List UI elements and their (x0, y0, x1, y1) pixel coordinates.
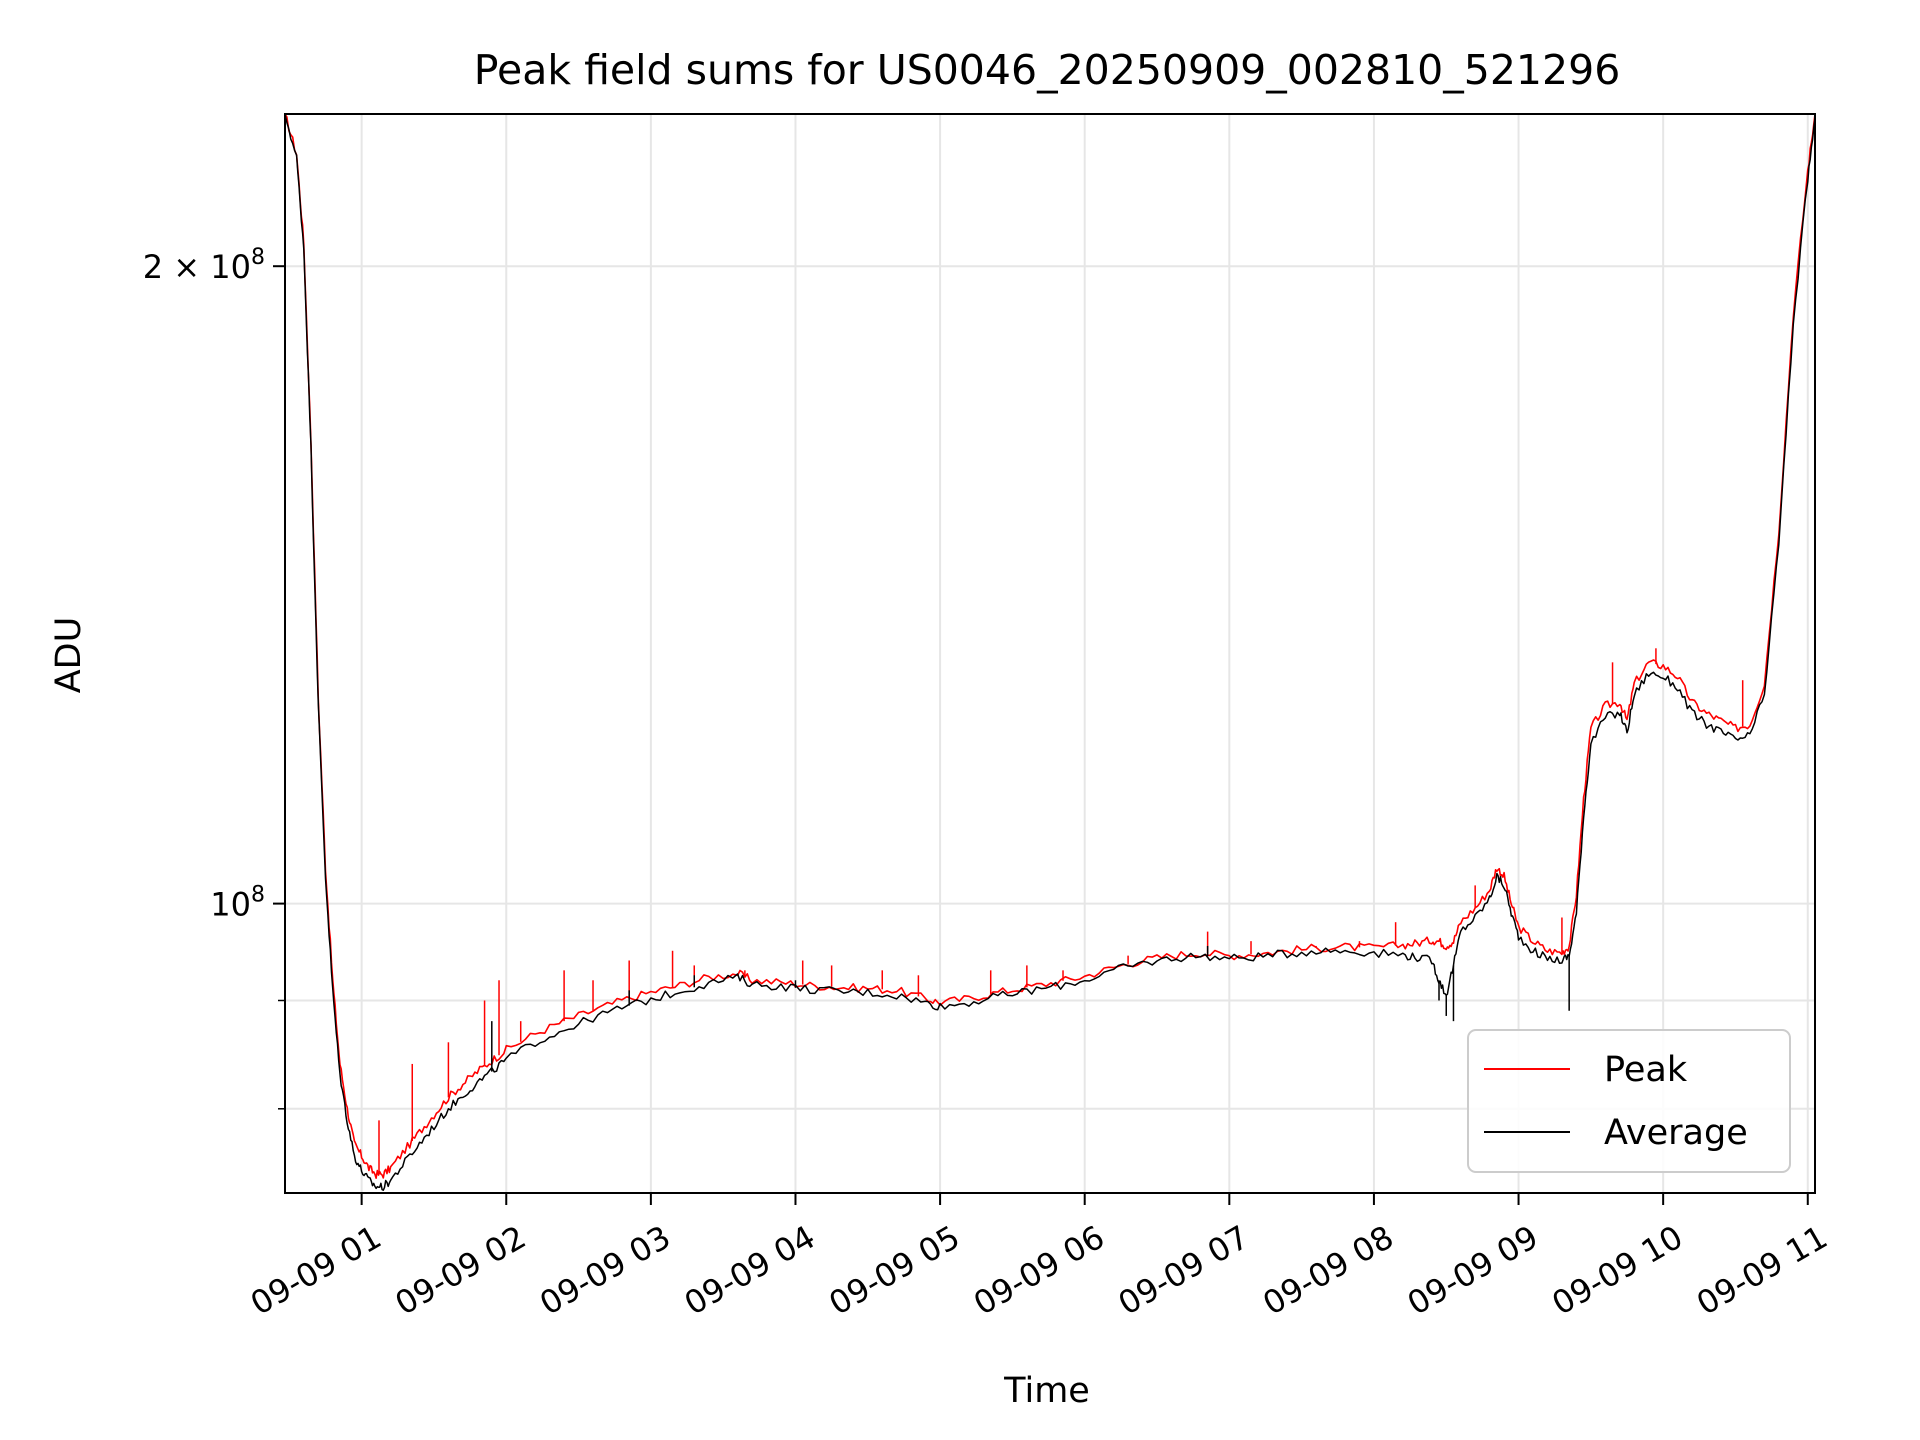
legend: Peak Average (1467, 1029, 1791, 1173)
x-axis-label: Time (1003, 1371, 1090, 1411)
grid (285, 114, 1815, 1193)
legend-box (1467, 1029, 1791, 1173)
plot-series (284, 113, 1816, 1191)
series-line-average (284, 113, 1816, 1191)
legend-peak-label: Peak (1604, 1050, 1688, 1090)
y-tick-label: 2 × 108 (143, 245, 265, 286)
y-axis-label: ADU (49, 617, 89, 694)
plot-frame (284, 113, 1816, 1194)
y-axis-ticks: 108 2 × 108 (143, 245, 285, 1110)
y-tick-label: 108 (210, 883, 265, 924)
chart-title: Peak field sums for US0046_20250909_0028… (474, 46, 1621, 94)
legend-average-label: Average (1604, 1113, 1748, 1153)
